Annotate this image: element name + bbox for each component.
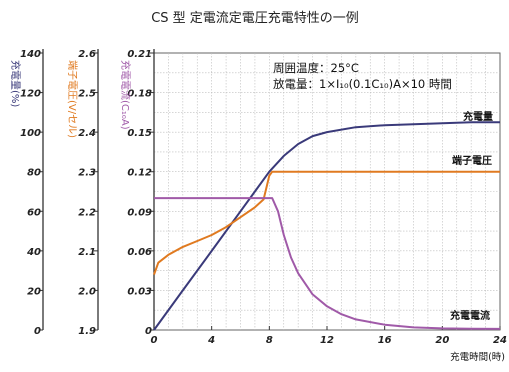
y-tick-label-voltage: 2.1	[78, 247, 96, 258]
y-axis-label-current: 充電電流(C₁₀A)	[119, 60, 132, 130]
y-tick-label-charge: 60	[27, 207, 41, 218]
x-tick-label: 4	[207, 335, 215, 346]
x-tick-label: 20	[435, 335, 449, 346]
x-tick-label: 0	[151, 335, 158, 346]
y-tick-label-voltage: 1.9	[78, 326, 96, 337]
y-tick-label-charge: 80	[27, 168, 41, 179]
y-tick-label-current: 0.15	[127, 128, 152, 139]
y-tick-label-voltage: 2.3	[78, 168, 96, 179]
y-axis-label-charge: 充電量(%)	[9, 60, 22, 107]
y-tick-label-current: 0.21	[127, 49, 152, 60]
x-tick-label: 12	[320, 335, 334, 346]
y-tick-label-charge: 40	[26, 247, 41, 258]
x-tick-label: 16	[378, 335, 392, 346]
y-tick-label-current: 0.06	[127, 247, 152, 258]
series-line-charge	[153, 121, 500, 331]
y-tick-label-voltage: 2.6	[78, 49, 96, 60]
y-tick-label-current: 0.09	[127, 207, 152, 218]
y-tick-label-voltage: 2.2	[78, 207, 96, 218]
annotation-line-1: 周囲温度：25°C	[273, 61, 359, 75]
series-line-voltage	[153, 170, 500, 275]
y-tick-label-charge: 0	[34, 326, 41, 337]
series-layer	[153, 121, 501, 331]
y-tick-label-current: 0.12	[127, 168, 152, 179]
y-tick-label-charge: 100	[20, 128, 41, 139]
series-label-voltage: 端子電圧	[452, 154, 492, 167]
y-tick-label-voltage: 2.4	[78, 128, 96, 139]
x-tick-label: 24	[493, 335, 507, 346]
y-tick-label-charge: 20	[27, 286, 41, 297]
x-tick-label: 8	[266, 335, 273, 346]
y-tick-label-current: 0.03	[127, 286, 152, 297]
annotation: 周囲温度：25°C 放電量：1×I₁₀(0.1C₁₀)A×10 時間	[273, 61, 452, 91]
chart-title: CS 型 定電流定電圧充電特性の一例	[151, 10, 359, 26]
annotation-line-2: 放電量：1×I₁₀(0.1C₁₀)A×10 時間	[273, 77, 452, 91]
series-label-current: 充電電流	[450, 309, 490, 322]
y-tick-label-voltage: 2.5	[78, 89, 96, 100]
y-tick-label-charge: 120	[20, 89, 41, 100]
grid	[154, 53, 500, 330]
y-axis-label-voltage: 端子電圧(V/セル)	[66, 60, 79, 138]
series-line-current	[154, 197, 501, 330]
y-tick-label-charge: 140	[20, 49, 41, 60]
series-label-charge: 充電量	[463, 110, 493, 123]
y-tick-label-current: 0	[145, 326, 152, 337]
y-tick-label-voltage: 2.0	[78, 286, 96, 297]
y-tick-label-current: 0.18	[127, 89, 152, 100]
x-axis-label: 充電時間(時)	[450, 351, 505, 363]
